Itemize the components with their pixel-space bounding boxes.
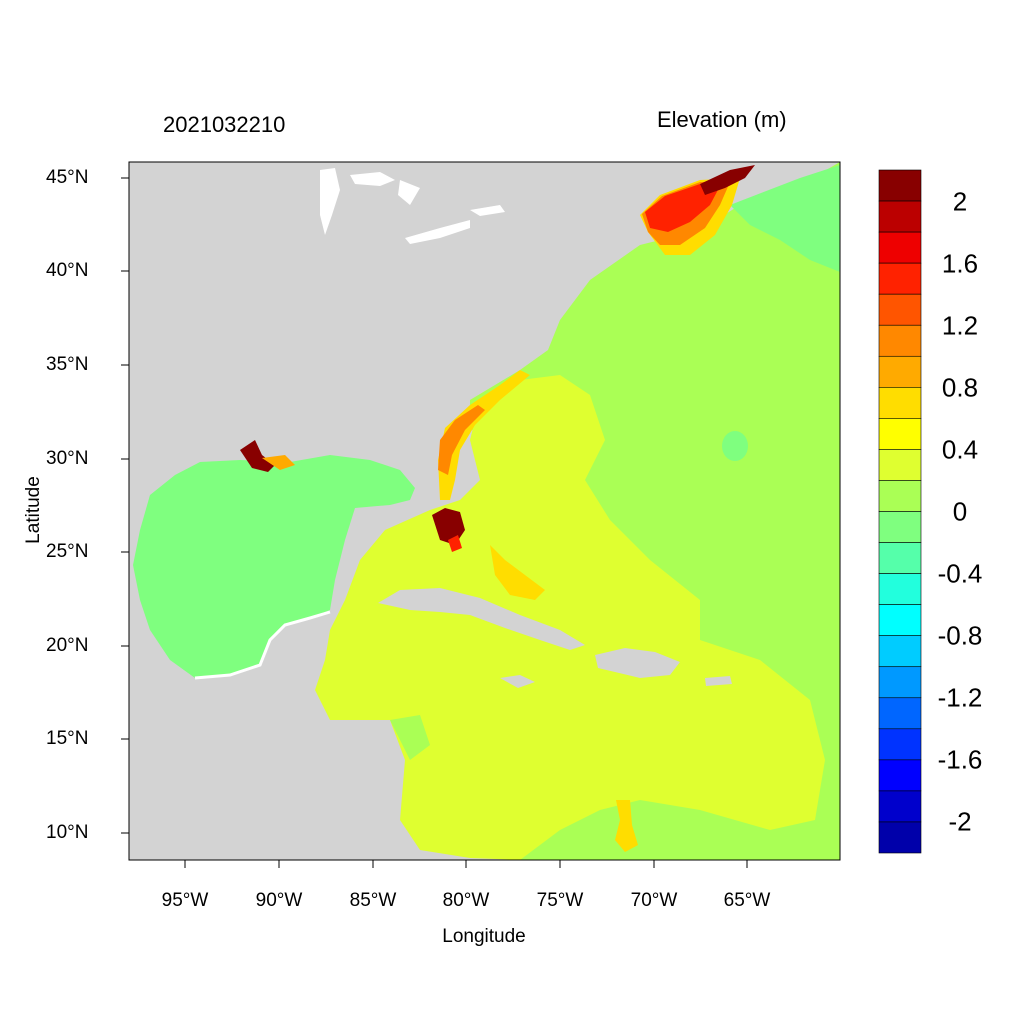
colorbar-swatch xyxy=(878,449,922,481)
florida-keys-surge xyxy=(448,535,462,552)
x-axis-label: Longitude xyxy=(442,926,526,947)
plot-frame xyxy=(128,161,841,861)
colorbar-swatch xyxy=(878,418,922,450)
colorbar-swatch xyxy=(878,262,922,295)
caribbean-sea xyxy=(315,375,825,860)
northeast-atlantic-region xyxy=(730,165,840,272)
x-tick-label: 70°W xyxy=(630,890,678,911)
colorbar-swatch xyxy=(878,821,922,854)
colorbar-swatch xyxy=(878,355,922,388)
legend-label: -2 xyxy=(948,806,972,837)
legend-label: 1.6 xyxy=(941,248,979,279)
great-lakes xyxy=(320,168,505,244)
maine-coast-surge xyxy=(700,165,755,195)
legend-label: 2 xyxy=(952,186,968,217)
colorbar-swatch xyxy=(878,790,922,823)
louisiana-surge xyxy=(240,440,275,472)
puerto-rico xyxy=(705,676,732,686)
x-tick-label: 65°W xyxy=(723,890,771,911)
colorbar-swatch xyxy=(878,697,922,730)
cuba xyxy=(378,588,585,650)
colorbar-swatch xyxy=(878,635,922,668)
legend-label: -0.4 xyxy=(937,558,983,589)
y-tick-label: 40°N xyxy=(46,260,89,281)
x-tick-label: 75°W xyxy=(536,890,584,911)
colorbar-swatch xyxy=(878,200,922,233)
jamaica xyxy=(500,675,535,688)
ocean-eddy xyxy=(722,431,748,461)
map-panel xyxy=(129,162,840,860)
legend-label: 0.8 xyxy=(941,372,979,403)
gulf-of-mexico xyxy=(133,455,415,678)
bahamas-surge xyxy=(490,545,545,600)
colorbar-swatch xyxy=(878,169,922,202)
colorbar-swatch xyxy=(878,573,922,605)
y-tick-label: 45°N xyxy=(46,167,89,188)
y-tick-label: 15°N xyxy=(46,728,89,749)
x-tick-label: 95°W xyxy=(161,890,209,911)
legend-label: 0.4 xyxy=(941,434,979,465)
colorbar-swatch xyxy=(878,324,922,357)
y-tick-label: 30°N xyxy=(46,448,89,469)
colorbar-swatch xyxy=(878,604,922,636)
x-tick-label: 85°W xyxy=(349,890,397,911)
colorbar-swatch xyxy=(878,387,922,419)
variable-title: Elevation (m) xyxy=(657,107,787,132)
legend-label: -0.8 xyxy=(937,620,983,651)
colorbar-swatch xyxy=(878,511,922,543)
colorbar-swatch xyxy=(878,728,922,761)
x-tick-label: 90°W xyxy=(255,890,303,911)
y-axis-label: Latitude xyxy=(23,476,44,544)
legend-label: -1.6 xyxy=(937,744,983,775)
colorbar xyxy=(878,169,922,854)
tick-marks xyxy=(121,177,748,868)
louisiana-surge-edge xyxy=(262,455,295,470)
southeast-coast-surge-inner xyxy=(438,405,485,475)
y-tick-label: 35°N xyxy=(46,354,89,375)
y-tick-label: 20°N xyxy=(46,635,89,656)
colorbar-swatch xyxy=(878,480,922,512)
y-tick-label: 10°N xyxy=(46,822,89,843)
colorbar-swatch xyxy=(878,542,922,574)
legend-label: 1.2 xyxy=(941,310,979,341)
colorbar-swatch xyxy=(878,759,922,792)
legend-label: -1.2 xyxy=(937,682,983,713)
lake-maracaibo xyxy=(615,800,638,852)
colorbar-swatch xyxy=(878,293,922,326)
nicaragua-shelf xyxy=(390,715,430,760)
x-tick-label: 80°W xyxy=(442,890,490,911)
yucatan-coast xyxy=(194,610,331,680)
hispaniola xyxy=(595,648,680,678)
colorbar-swatch xyxy=(878,231,922,264)
legend-label: 0 xyxy=(952,496,968,527)
gulf-of-maine-surge-inner xyxy=(645,184,720,232)
timestamp-label: 2021032210 xyxy=(163,112,286,137)
y-tick-label: 25°N xyxy=(46,541,89,562)
colorbar-swatch xyxy=(878,666,922,699)
